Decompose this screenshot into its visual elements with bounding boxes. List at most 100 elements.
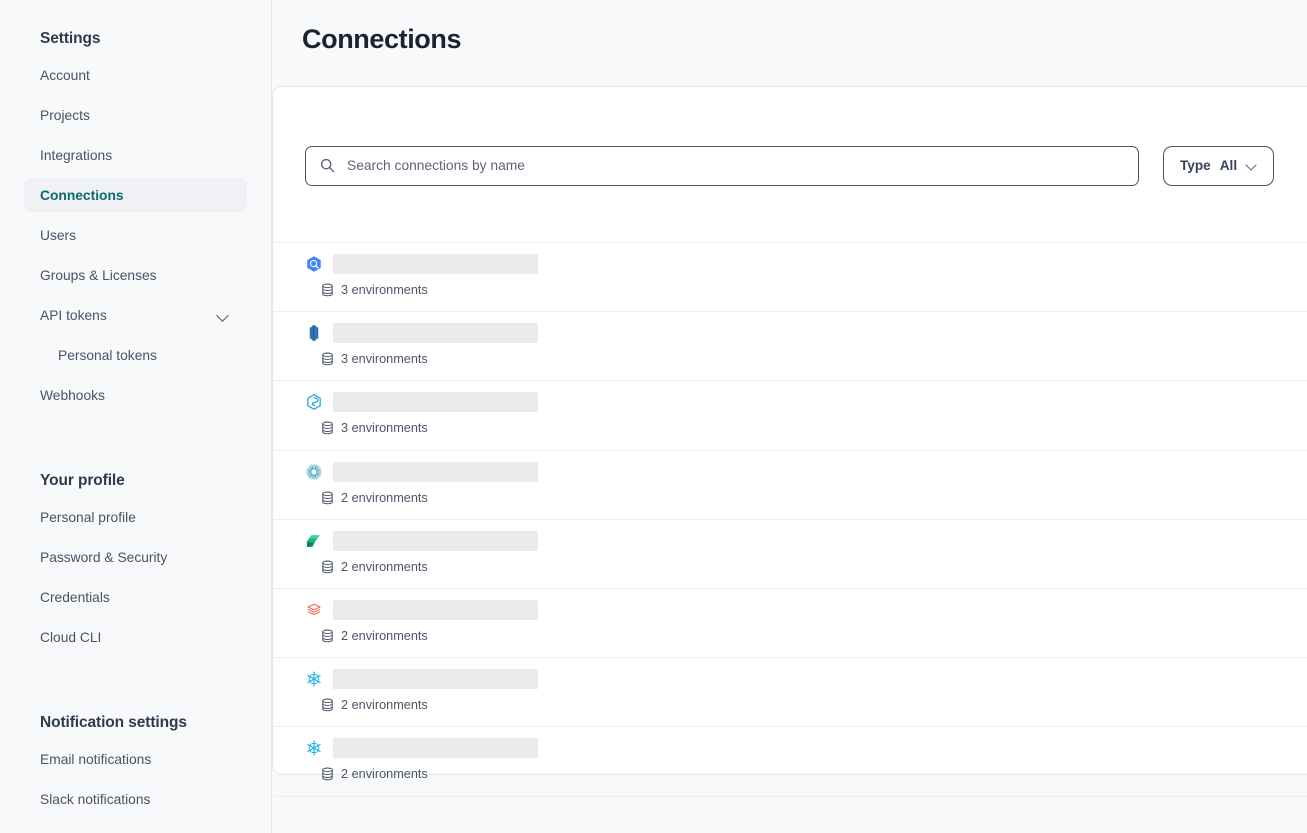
connection-name-placeholder: [333, 599, 538, 620]
sidebar-group-title: Your profile: [40, 472, 125, 489]
sidebar-item-integrations[interactable]: Integrations: [24, 138, 247, 172]
database-icon: [321, 698, 334, 712]
main-content: Connections Type All: [272, 0, 1307, 833]
sidebar-item-credentials[interactable]: Credentials: [24, 580, 247, 614]
connection-row[interactable]: 3 environments: [273, 311, 1307, 380]
sidebar-item-password-security[interactable]: Password & Security: [24, 540, 247, 574]
databricks-icon: [305, 601, 323, 619]
sidebar-item-label: Groups & Licenses: [40, 267, 157, 283]
sidebar-item-personal-profile[interactable]: Personal profile: [24, 500, 247, 534]
sidebar-item-users[interactable]: Users: [24, 218, 247, 252]
sidebar-group-title: Settings: [40, 30, 101, 47]
connection-row[interactable]: 2 environments: [273, 449, 1307, 519]
environments-count: 2 environments: [341, 698, 428, 713]
sidebar-item-account[interactable]: Account: [24, 58, 247, 92]
sidebar-item-label: Personal tokens: [58, 347, 157, 363]
connection-row[interactable]: 2 environments: [273, 657, 1307, 726]
connection-name-placeholder: [333, 323, 538, 344]
sidebar-item-label: Integrations: [40, 147, 113, 163]
environments-count: 3 environments: [341, 352, 428, 367]
sidebar-item-cloud-cli[interactable]: Cloud CLI: [24, 620, 247, 654]
connection-name-placeholder: [333, 254, 538, 274]
search-connections-box[interactable]: [305, 145, 1139, 186]
sidebar-item-label: API tokens: [40, 307, 107, 323]
connection-row-head: [305, 392, 1307, 413]
environments-count: 2 environments: [341, 767, 428, 782]
connection-row-head: [305, 599, 1307, 620]
environments-count: 3 environments: [341, 283, 428, 297]
sidebar-item-email-notifications[interactable]: Email notifications: [24, 742, 247, 776]
database-icon: [321, 421, 334, 435]
type-filter-dropdown[interactable]: Type All: [1163, 145, 1275, 186]
connection-row-head: [305, 530, 1307, 551]
connection-row-meta: 3 environments: [321, 283, 1307, 297]
environments-count: 3 environments: [341, 421, 428, 436]
chevron-down-icon[interactable]: [217, 308, 231, 322]
sidebar-item-label: Account: [40, 67, 90, 83]
connection-row-head: [305, 738, 1307, 759]
sidebar-item-label: Connections: [40, 187, 124, 203]
sidebar-item-label: Slack notifications: [40, 791, 151, 807]
sidebar-item-personal-tokens[interactable]: Personal tokens: [24, 338, 247, 372]
environments-count: 2 environments: [341, 559, 428, 574]
sidebar-item-groups-licenses[interactable]: Groups & Licenses: [24, 258, 247, 292]
sidebar-nav: Settings Account Projects Integrations Conne…: [0, 30, 271, 816]
connection-row[interactable]: 2 environments: [273, 587, 1307, 657]
sidebar-item-label: Credentials: [40, 589, 110, 605]
connection-name-placeholder: [333, 669, 538, 690]
connections-list: 3 environments 3 environments 3 environmen…: [273, 242, 1307, 833]
environments-count: 2 environments: [341, 628, 428, 643]
redshift-icon: [305, 324, 323, 342]
database-icon: [321, 560, 334, 574]
database-icon: [321, 767, 334, 781]
page-title: Connections: [302, 24, 462, 54]
database-icon: [321, 283, 334, 297]
sidebar-group-title: Notification settings: [40, 714, 187, 731]
search-input[interactable]: [347, 158, 1124, 173]
sidebar-item-label: Password & Security: [40, 549, 168, 565]
database-icon: [321, 352, 334, 366]
sidebar-item-webhooks[interactable]: Webhooks: [24, 378, 247, 412]
sidebar-item-label: Personal profile: [40, 509, 136, 525]
connection-name-placeholder: [333, 530, 538, 551]
synapse-icon: [305, 393, 323, 411]
connection-row-head: [305, 323, 1307, 344]
sidebar-item-slack-notifications[interactable]: Slack notifications: [24, 782, 247, 816]
connection-name-placeholder: [333, 738, 538, 759]
sidebar-item-label: Projects: [40, 107, 90, 123]
type-filter-value: All: [1219, 158, 1238, 173]
connection-row[interactable]: 3 environments: [273, 242, 1307, 311]
search-icon: [320, 158, 335, 173]
connection-name-placeholder: [333, 461, 538, 482]
connection-row[interactable]: 3 environments: [273, 380, 1307, 449]
connection-row[interactable]: 2 environments: [273, 518, 1307, 588]
connections-toolbar: Type All: [273, 87, 1307, 200]
connection-row-head: [305, 254, 1307, 274]
connections-card: Type All 3 environments 3 environments 3 e…: [272, 86, 1307, 797]
database-icon: [321, 491, 334, 505]
connection-row-meta: 2 environments: [321, 491, 1307, 505]
connection-row-meta: 2 environments: [321, 629, 1307, 643]
sidebar-item-label: Webhooks: [40, 387, 105, 403]
settings-sidebar: Settings Account Projects Integrations Conne…: [0, 0, 272, 833]
starburst-icon: [305, 463, 323, 481]
connection-name-placeholder: [333, 392, 538, 413]
fabric-icon: [305, 532, 323, 550]
snowflake-icon: [305, 739, 323, 757]
bigquery-icon: [305, 255, 323, 273]
connection-row[interactable]: 2 environments: [273, 726, 1307, 795]
sidebar-item-projects[interactable]: Projects: [24, 98, 247, 132]
database-icon: [321, 629, 334, 643]
connection-row-meta: 2 environments: [321, 767, 1307, 781]
sidebar-group-spacer: [24, 418, 247, 442]
sidebar-item-label: Cloud CLI: [40, 629, 102, 645]
sidebar-item-label: Email notifications: [40, 751, 152, 767]
sidebar-item-label: Users: [40, 227, 77, 243]
sidebar-item-connections[interactable]: Connections: [24, 178, 247, 212]
connection-row-head: [305, 669, 1307, 690]
sidebar-item-api-tokens[interactable]: API tokens: [24, 298, 247, 332]
connection-row-meta: 2 environments: [321, 698, 1307, 712]
connections-list-end: [273, 795, 1307, 833]
type-filter-label: Type: [1180, 158, 1211, 173]
